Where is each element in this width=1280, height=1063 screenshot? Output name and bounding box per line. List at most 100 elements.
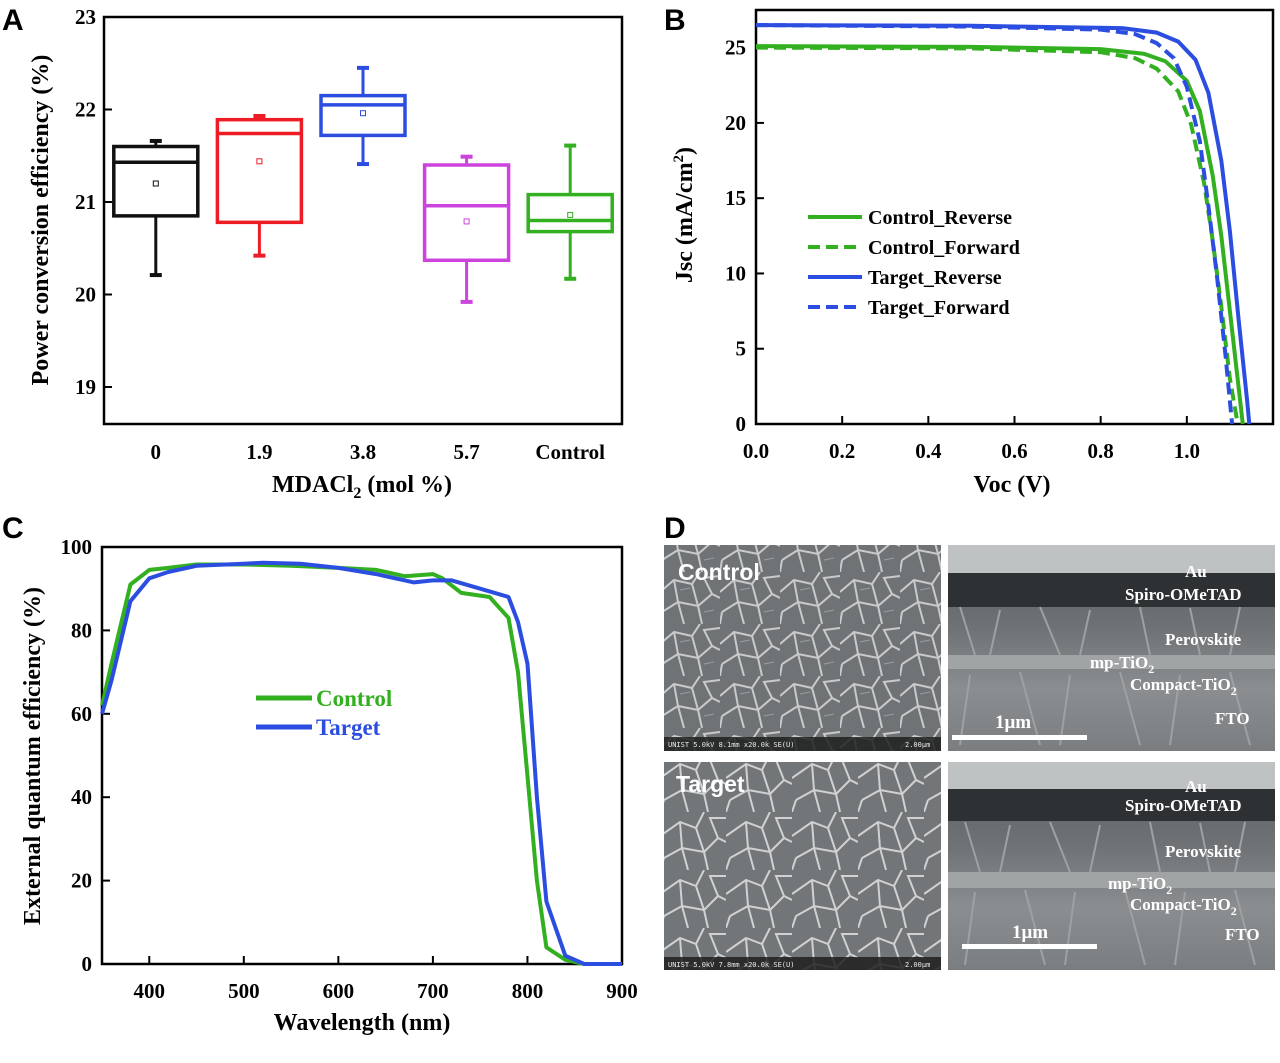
a-box-3.8 [319,65,407,167]
sem-control-scale-text: 2.00μm [905,741,930,749]
sem-target-label: Target [676,771,745,797]
panel-b-label: B [664,4,686,37]
c-ytick-label: 80 [71,618,92,642]
a-box-Control [526,143,614,281]
sem-target-scale-text: 2.00μm [905,961,930,969]
panel-a-x-axis: 0 1.9 3.8 5.7 Control [151,440,606,464]
panel-b-x-axis-label: Voc (V) [973,472,1050,498]
c-curve-control [100,562,622,966]
panel-b-x-axis: 0.0 0.2 0.4 0.6 0.8 1.0 [743,416,1200,463]
a-box-0 [112,138,200,278]
b-ytick-label: 0 [736,412,747,436]
a-ytick-label: 22 [75,98,96,122]
xsec-control-mp-tio2: mp-TiO2 [1090,653,1154,676]
panel-a-y-axis: 19 20 21 22 23 [75,5,112,399]
panel-c-label: C [2,512,24,545]
xsec-control-mp-tio2-sub: 2 [1148,662,1154,676]
b-xtick-label: 0.0 [743,439,769,463]
xsec-target-scale-bar [962,944,1097,949]
panel-c-curves [100,560,622,966]
b-ytick-label: 25 [725,36,746,60]
panel-b-curves [755,23,1252,425]
b-xtick-label: 0.6 [1001,439,1027,463]
b-xtick-label: 0.4 [915,439,942,463]
c-xtick-label: 800 [512,979,544,1003]
xsec-control-mp-tio2-main: mp-TiO [1090,653,1148,672]
panel-a-x-axis-label-tail: (mol %) [361,472,452,498]
xsec-target-compact-tio2: Compact-TiO2 [1130,895,1237,918]
xsec-target-mp-tio2: mp-TiO2 [1108,874,1172,897]
sem-control-cross-section: Au Spiro-OMeTAD Perovskite mp-TiO2 Compa… [948,545,1275,751]
xsec-control-compact-tio2-sub: 2 [1231,684,1237,698]
b-xtick-label: 0.2 [829,439,855,463]
b-curve-target-forward [755,23,1235,425]
a-mean-marker [463,218,470,225]
a-box-iqr [112,144,200,218]
a-mean-marker [152,180,159,187]
sem-target-info: UNIST 5.0kV 7.8mm x20.0k SE(U) [668,961,794,969]
a-xtick-label: Control [535,440,605,464]
xsec-target-spiro: Spiro-OMeTAD [1125,796,1241,815]
panel-b-y-axis-label-tail: ) [672,147,698,155]
panel-a-x-axis-label-subscript: 2 [353,485,361,502]
c-ytick-label: 20 [71,869,92,893]
xsec-target-mp-tio2-sub: 2 [1166,883,1172,897]
b-legend-label: Control_Forward [868,237,1020,259]
c-xtick-label: 500 [228,979,260,1003]
panel-d-label: D [664,512,686,545]
c-legend-label: Target [316,715,381,740]
b-curve-control-reverse [755,44,1245,425]
panel-a-y-axis-label: Power conversion efficiency (%) [28,55,54,386]
panel-b: B 0 5 10 15 20 25 0.0 0.2 0.4 0.6 0.8 1.0 Control_… [664,4,1275,498]
xsec-target-compact-tio2-main: Compact-TiO [1130,895,1231,914]
panel-b-legend: Control_Reverse Control_Forward Target_Rev… [808,207,1020,319]
panel-c-y-axis-label: External quantum efficiency (%) [20,587,46,925]
c-ytick-label: 60 [71,702,92,726]
sem-target-cross-section: Au Spiro-OMeTAD Perovskite mp-TiO2 Compa… [948,762,1275,970]
a-ytick-label: 23 [75,5,96,29]
b-curve-target-reverse [755,23,1252,425]
a-ytick-label: 19 [75,375,96,399]
sem-control-top-view: Control UNIST 5.0kV 8.1mm x20.0k SE(U) 2… [664,545,941,751]
xsec-control-compact-tio2-main: Compact-TiO [1130,675,1231,694]
sem-control-info: UNIST 5.0kV 8.1mm x20.0k SE(U) [668,741,794,749]
xsec-target-perovskite: Perovskite [1165,842,1242,861]
a-xtick-label: 1.9 [246,440,272,464]
xsec-target-scale-text: 1μm [1012,922,1048,943]
a-box-iqr [215,117,304,225]
panel-a-x-axis-label-main: MDACl [272,472,354,498]
a-ytick-label: 21 [75,190,96,214]
xsec-control-perovskite: Perovskite [1165,630,1242,649]
a-xtick-label: 3.8 [350,440,376,464]
b-legend-label: Control_Reverse [868,207,1012,229]
panel-b-y-axis: 0 5 10 15 20 25 [725,36,764,436]
b-legend-label: Target_Forward [868,297,1009,319]
c-xtick-label: 900 [606,979,638,1003]
panel-a-boxes [112,65,614,304]
b-ytick-label: 15 [725,186,746,210]
b-ytick-label: 5 [736,337,747,361]
xsec-target-au: Au [1185,777,1207,796]
a-xtick-label: 5.7 [453,440,479,464]
xsec-control-compact-tio2: Compact-TiO2 [1130,675,1237,698]
xsec-control-spiro: Spiro-OMeTAD [1125,585,1241,604]
sem-control-label: Control [678,559,760,585]
panel-a: A 19 20 21 22 23 0 1.9 3.8 5.7 Control Power con… [2,4,624,502]
c-ytick-label: 0 [82,952,93,976]
a-box-iqr [422,163,511,263]
xsec-control-fto: FTO [1215,709,1250,728]
a-box-iqr [319,93,407,138]
panel-b-y-axis-label-main: Jsc (mA/cm [672,162,698,283]
a-box-1.9 [215,113,304,258]
sem-target-top-view: Target UNIST 5.0kV 7.8mm x20.0k SE(U) 2.… [664,762,941,970]
b-ytick-label: 20 [725,111,746,135]
c-xtick-label: 400 [134,979,166,1003]
panel-b-y-axis-label: Jsc (mA/cm2) [671,147,698,283]
c-xtick-label: 700 [417,979,449,1003]
a-mean-marker [567,211,574,218]
xsec-target-mp-tio2-main: mp-TiO [1108,874,1166,893]
panel-c-plot-frame [100,545,624,966]
panel-a-plot-frame [102,15,624,426]
a-ytick-label: 20 [75,283,96,307]
